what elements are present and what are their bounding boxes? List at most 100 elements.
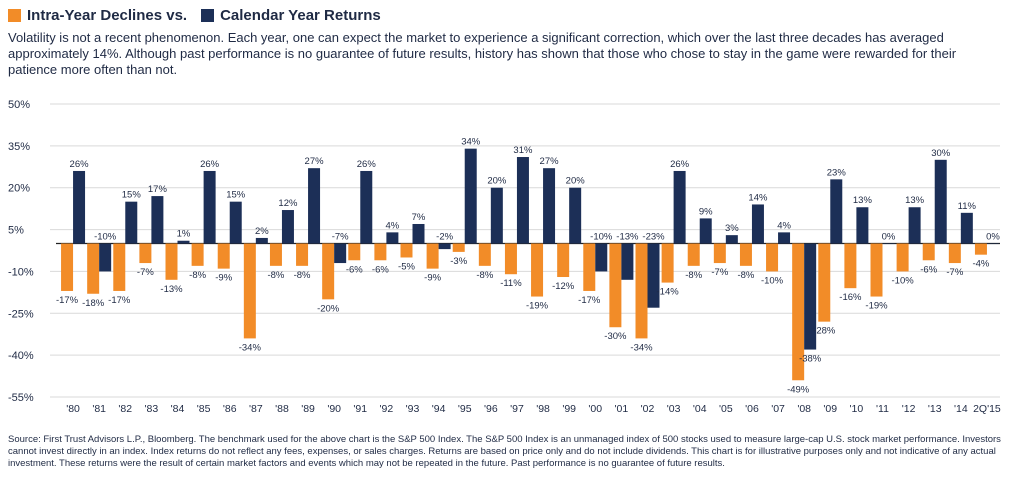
bar-calendar-return: [986, 243, 999, 245]
data-label-decline: -30%: [604, 331, 627, 342]
data-label-decline: -9%: [424, 273, 441, 284]
bar-intra-year-decline: [792, 243, 805, 381]
data-label-return: 3%: [725, 223, 739, 234]
bar-calendar-return: [360, 170, 373, 244]
x-tick-label: '01: [615, 403, 629, 415]
bar-intra-year-decline: [922, 243, 935, 261]
data-label-decline: -34%: [239, 342, 262, 353]
bar-intra-year-decline: [504, 243, 517, 275]
x-tick-label: '07: [771, 403, 785, 415]
bar-intra-year-decline: [113, 243, 126, 291]
x-tick-label: '95: [458, 403, 472, 415]
data-label-decline: -10%: [761, 275, 784, 286]
bar-intra-year-decline: [687, 243, 700, 266]
bar-calendar-return: [203, 170, 216, 244]
data-label-decline: -17%: [578, 295, 601, 306]
data-label-return: 26%: [357, 159, 377, 170]
bar-calendar-return: [934, 159, 947, 244]
data-label-return: 4%: [777, 220, 791, 231]
bar-calendar-return: [464, 148, 477, 244]
bar-calendar-return: [386, 232, 399, 244]
x-tick-label: '13: [928, 403, 942, 415]
data-label-return: -7%: [332, 232, 349, 243]
bar-calendar-return: [830, 179, 843, 244]
bar-intra-year-decline: [818, 243, 831, 322]
data-label-decline: -13%: [160, 284, 183, 295]
bar-intra-year-decline: [426, 243, 439, 269]
x-tick-label: '98: [536, 403, 550, 415]
bar-calendar-return: [229, 201, 242, 244]
data-label-decline: -8%: [189, 270, 206, 281]
bar-calendar-return: [804, 243, 817, 350]
x-tick-label: '05: [719, 403, 733, 415]
bar-calendar-return: [73, 170, 86, 244]
data-label-decline: -8%: [737, 270, 754, 281]
y-tick-label: 20%: [8, 183, 30, 195]
y-tick-label: -10%: [8, 266, 34, 278]
data-label-return: 26%: [70, 159, 90, 170]
bar-calendar-return: [490, 187, 503, 244]
data-label-return: 30%: [931, 148, 951, 159]
x-tick-label: '03: [667, 403, 681, 415]
data-label-return: -23%: [642, 232, 665, 243]
data-label-decline: -10%: [892, 275, 915, 286]
data-label-decline: -19%: [526, 301, 549, 312]
data-label-return: 12%: [278, 198, 298, 209]
bar-calendar-return: [281, 210, 294, 244]
data-label-return: 2%: [255, 226, 269, 237]
bar-intra-year-decline: [87, 243, 100, 294]
data-label-return: 11%: [958, 201, 977, 212]
bar-intra-year-decline: [713, 243, 726, 264]
bar-intra-year-decline: [635, 243, 648, 339]
data-label-return: 15%: [122, 190, 142, 201]
x-tick-label: '06: [745, 403, 759, 415]
y-tick-label: 5%: [8, 225, 24, 237]
data-label-decline: -5%: [398, 261, 415, 272]
data-label-return: 0%: [986, 232, 1000, 243]
x-tick-label: '80: [66, 403, 80, 415]
x-tick-label: '81: [92, 403, 106, 415]
data-label-return: 7%: [412, 212, 426, 223]
bar-intra-year-decline: [191, 243, 204, 266]
x-tick-label: '87: [249, 403, 263, 415]
bar-calendar-return: [516, 157, 529, 244]
x-tick-label: '85: [197, 403, 211, 415]
data-label-return: 26%: [670, 159, 690, 170]
bar-intra-year-decline: [452, 243, 465, 252]
data-label-decline: -8%: [685, 270, 702, 281]
bar-chart: 50% 35% 20% 5% -10% -25% -40% -55% 26% -17% '80 -10…: [8, 99, 1001, 415]
data-label-decline: -12%: [552, 281, 575, 292]
bar-calendar-return: [125, 201, 138, 244]
bar-calendar-return: [725, 235, 738, 244]
data-label-decline: -9%: [215, 273, 232, 284]
bar-calendar-return: [438, 243, 451, 250]
data-label-return: 13%: [905, 195, 925, 206]
x-tick-label: '91: [353, 403, 367, 415]
bar-calendar-return: [856, 207, 869, 244]
bar-intra-year-decline: [243, 243, 256, 339]
data-label-decline: -6%: [920, 264, 937, 275]
x-tick-label: '96: [484, 403, 498, 415]
x-tick-label: '93: [406, 403, 420, 415]
bar-calendar-return: [882, 243, 895, 245]
x-tick-label: '04: [693, 403, 707, 415]
data-label-return: 17%: [148, 184, 168, 195]
bar-calendar-return: [308, 168, 321, 244]
data-label-decline: -17%: [108, 295, 131, 306]
bar-calendar-return: [151, 196, 164, 244]
data-label-decline: -11%: [500, 278, 522, 289]
legend-label-declines: Intra-Year Declines vs.: [27, 6, 188, 24]
y-tick-label: 50%: [8, 99, 30, 111]
bar-intra-year-decline: [296, 243, 309, 266]
data-label-return: 20%: [566, 176, 586, 187]
data-label-return: 26%: [200, 159, 220, 170]
bar-intra-year-decline: [844, 243, 857, 289]
x-tick-label: '11: [876, 403, 889, 415]
data-label-return: -10%: [94, 232, 117, 243]
data-label-return: 13%: [853, 195, 873, 206]
bar-intra-year-decline: [583, 243, 596, 291]
x-tick-label: '00: [588, 403, 602, 415]
intro-paragraph: Volatility is not a recent phenomenon. E…: [8, 30, 957, 77]
bar-intra-year-decline: [322, 243, 335, 300]
data-label-return: 1%: [177, 229, 191, 240]
